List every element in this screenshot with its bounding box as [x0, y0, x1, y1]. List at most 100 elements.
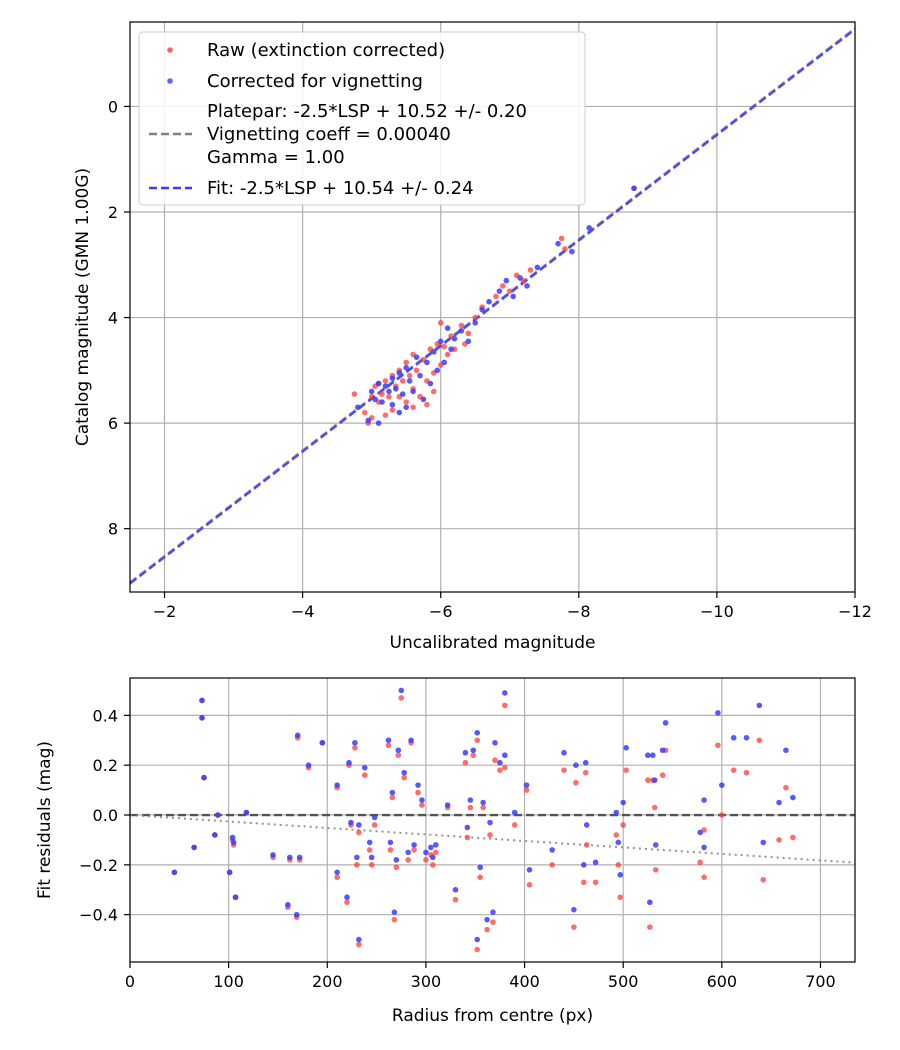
point-corrected: [511, 809, 518, 816]
point-corrected: [419, 797, 425, 803]
point-corrected: [437, 338, 444, 345]
point-corrected: [647, 899, 653, 906]
point-raw: [620, 822, 626, 828]
point-corrected: [659, 747, 666, 754]
point-corrected: [582, 759, 589, 766]
point-corrected: [368, 388, 375, 395]
point-corrected: [355, 404, 361, 411]
point-corrected: [444, 325, 451, 331]
point-corrected: [524, 283, 530, 289]
point-raw: [411, 847, 417, 853]
point-corrected: [472, 320, 479, 326]
point-corrected: [649, 752, 656, 759]
point-raw: [356, 941, 362, 948]
point-raw: [437, 320, 444, 326]
point-raw: [401, 774, 408, 781]
point-corrected: [467, 797, 474, 803]
point-corrected: [368, 854, 375, 861]
point-corrected: [423, 849, 429, 856]
point-corrected: [586, 225, 592, 231]
point-corrected: [760, 839, 767, 846]
point-corrected: [371, 814, 378, 821]
point-corrected: [389, 401, 396, 408]
point-corrected: [243, 809, 250, 816]
point-corrected: [406, 378, 413, 384]
point-corrected: [583, 822, 590, 828]
legend-marker: [167, 78, 173, 84]
point-corrected: [214, 812, 221, 818]
y-axis-label: Catalog magnitude (GMN 1.00G): [73, 168, 93, 446]
legend-marker: [167, 47, 173, 53]
point-raw: [527, 267, 534, 273]
point-raw: [549, 862, 555, 868]
point-corrected: [620, 799, 626, 806]
point-corrected: [379, 399, 385, 405]
point-corrected: [391, 909, 398, 915]
point-corrected: [534, 264, 541, 271]
point-corrected: [305, 762, 312, 768]
point-raw: [405, 857, 411, 863]
point-raw: [623, 767, 629, 773]
point-raw: [617, 894, 624, 901]
x-tick-label: −6: [429, 602, 453, 621]
point-corrected: [645, 752, 651, 759]
point-raw: [444, 351, 451, 358]
point-raw: [368, 862, 375, 868]
point-raw: [389, 407, 396, 413]
legend: Raw (extinction corrected) Corrected for …: [138, 31, 586, 206]
point-raw: [419, 802, 425, 808]
point-raw: [558, 235, 565, 242]
point-corrected: [458, 327, 465, 334]
point-corrected: [617, 872, 624, 878]
point-raw: [647, 924, 653, 930]
point-raw: [431, 388, 437, 395]
point-corrected: [424, 359, 430, 366]
line-vignetting-trend: [130, 814, 855, 864]
point-corrected: [285, 901, 291, 908]
point-raw: [783, 784, 789, 791]
point-corrected: [226, 869, 233, 876]
point-raw: [452, 896, 459, 903]
point-corrected: [790, 794, 796, 801]
legend-label: Vignetting coeff = 0.00040: [207, 124, 451, 145]
point-corrected: [465, 338, 472, 345]
point-raw: [403, 359, 409, 366]
point-raw: [756, 737, 763, 744]
point-corrected: [431, 349, 437, 355]
point-raw: [464, 834, 471, 841]
point-corrected: [354, 854, 360, 861]
point-corrected: [592, 859, 599, 866]
point-raw: [413, 367, 420, 374]
point-corrected: [396, 370, 403, 376]
point-corrected: [286, 854, 293, 861]
point-raw: [651, 804, 658, 811]
x-tick-label: 400: [509, 972, 540, 991]
x-tick-label: 0: [125, 972, 135, 991]
point-raw: [391, 916, 398, 923]
point-corrected: [462, 749, 469, 756]
point-corrected: [417, 372, 423, 379]
x-tick-label: 100: [213, 972, 244, 991]
point-corrected: [502, 690, 508, 696]
point-raw: [458, 322, 465, 329]
y-axis-label: Fit residuals (mag): [35, 741, 55, 899]
point-corrected: [697, 829, 703, 836]
point-raw: [385, 742, 392, 749]
point-corrected: [479, 306, 485, 313]
point-raw: [562, 246, 568, 252]
point-corrected: [296, 854, 303, 861]
point-corrected: [356, 936, 362, 943]
point-raw: [393, 864, 400, 871]
point-raw: [500, 283, 506, 289]
point-raw: [474, 946, 481, 953]
point-corrected: [477, 864, 483, 871]
point-corrected: [715, 710, 721, 716]
point-corrected: [486, 298, 492, 305]
point-corrected: [497, 759, 503, 766]
point-corrected: [490, 909, 496, 915]
point-corrected: [496, 288, 503, 294]
scatter-points: [171, 687, 796, 953]
point-raw: [382, 378, 389, 384]
point-raw: [715, 742, 721, 749]
point-corrected: [615, 839, 622, 846]
